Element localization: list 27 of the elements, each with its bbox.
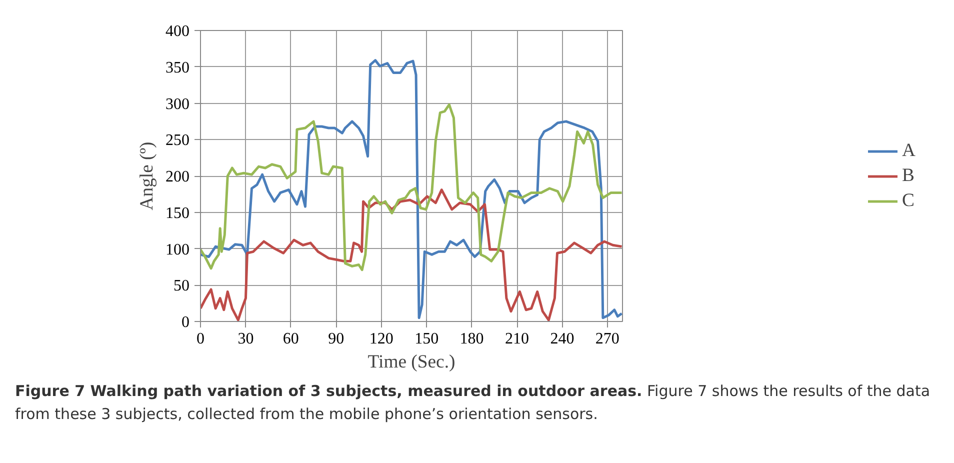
x-tick-label: 240 <box>550 330 574 348</box>
line-series <box>200 103 622 272</box>
x-tick-label: 90 <box>328 330 344 348</box>
legend-label: C <box>902 190 916 212</box>
x-tick-label: 150 <box>414 330 439 348</box>
legend-label: A <box>902 140 916 162</box>
y-tick-label: 300 <box>166 96 190 113</box>
y-tick-label: 50 <box>174 278 190 295</box>
x-tick-label: 210 <box>505 330 529 348</box>
x-axis-title: Time (Sec.) <box>368 352 456 372</box>
x-tick-label: 0 <box>196 330 204 348</box>
y-axis-title: Angle (º) <box>136 142 158 210</box>
legend-label: B <box>902 164 916 186</box>
y-tick-label: 150 <box>166 204 190 222</box>
y-tick-label: 100 <box>166 241 190 258</box>
y-tick-label: 250 <box>166 132 190 150</box>
x-tick-label: 30 <box>238 330 254 348</box>
y-tick-label: 350 <box>166 59 190 76</box>
x-tick-label: 180 <box>460 330 484 348</box>
x-tick-label: 120 <box>369 330 394 348</box>
y-tick-label: 400 <box>166 23 190 40</box>
line-series <box>200 59 622 320</box>
x-tick-label: 270 <box>595 330 620 348</box>
y-tick-label: 200 <box>166 168 190 186</box>
y-tick-label: 0 <box>182 314 190 331</box>
caption: Figure 7 Walking path variation of 3 subjects, measured in outdoor areas. <box>15 382 642 400</box>
x-tick-label: 60 <box>282 330 299 348</box>
